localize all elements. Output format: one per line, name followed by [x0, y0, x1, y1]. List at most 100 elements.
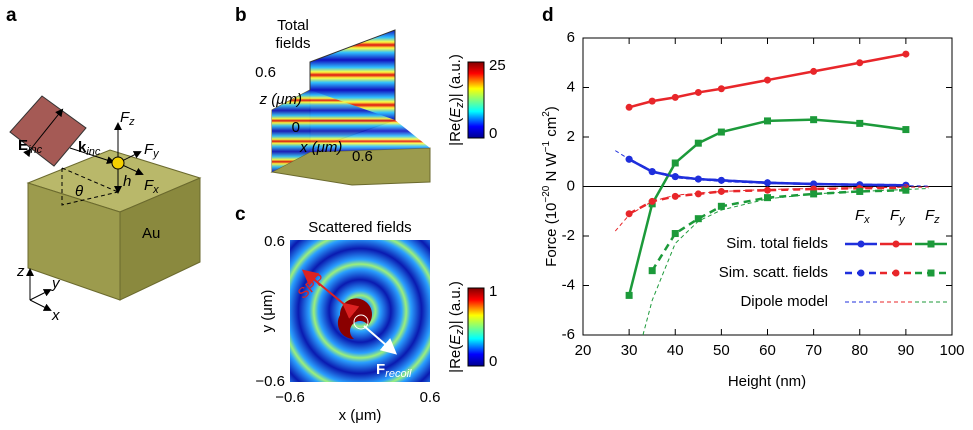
marker	[648, 267, 656, 275]
marker	[694, 190, 702, 198]
tick: 0.6	[255, 64, 276, 81]
legend-marker	[927, 240, 935, 248]
marker	[902, 186, 910, 194]
subscript: y	[152, 148, 160, 160]
label-part: −20	[541, 185, 552, 202]
label-part: Force (10	[543, 203, 560, 267]
label-part: )	[543, 106, 560, 111]
subscript-label: Einc	[18, 137, 43, 156]
marker	[694, 175, 702, 183]
axis-label: x (μm)	[339, 407, 382, 424]
panel-label: d	[542, 5, 554, 26]
au-side	[119, 177, 201, 301]
marker	[648, 97, 656, 105]
x-tick-label: 30	[621, 342, 638, 359]
marker	[694, 215, 702, 223]
title: Total	[277, 17, 309, 34]
label-part: −1	[541, 140, 552, 152]
subscript-label: Fz	[925, 207, 940, 226]
y-tick-label: -2	[562, 227, 575, 244]
axis-y-arrow	[29, 289, 52, 301]
tick: −0.6	[255, 373, 285, 390]
x-tick-label: 70	[805, 342, 822, 359]
x-tick-label: 40	[667, 342, 684, 359]
x-tick-label: 80	[851, 342, 868, 359]
panel-label: c	[235, 204, 246, 225]
colorbar-tick: 0	[489, 353, 497, 370]
colorbar-tick: 0	[489, 125, 497, 142]
subscript-label: Fy	[144, 141, 160, 160]
marker	[717, 202, 725, 210]
marker	[717, 176, 725, 184]
tick: 0	[292, 119, 300, 136]
subscript-label: Fz	[120, 109, 135, 128]
text-part: )| (a.u.)	[447, 54, 464, 102]
marker	[625, 291, 633, 299]
x-tick-label: 20	[575, 342, 592, 359]
symbol: F	[120, 109, 130, 126]
subscript: z	[454, 102, 466, 109]
subscript: inc	[86, 146, 101, 158]
marker	[671, 159, 679, 167]
y-tick-label: 6	[567, 29, 575, 46]
legend-marker	[892, 269, 900, 277]
colorbar-tick: 1	[489, 283, 497, 300]
title: Scattered fields	[308, 219, 411, 236]
subscript: recoil	[385, 368, 412, 380]
marker	[671, 173, 679, 181]
marker	[717, 128, 725, 136]
y-tick-label: 4	[567, 78, 575, 95]
marker	[902, 126, 910, 134]
colorbar	[467, 61, 485, 139]
axis-x: x	[51, 307, 60, 324]
tick: 0.6	[264, 233, 285, 250]
particle	[353, 314, 369, 330]
marker	[717, 85, 725, 93]
marker	[856, 59, 864, 67]
y-tick-label: -6	[562, 326, 575, 343]
series-line	[651, 188, 906, 272]
axis-z: z	[16, 263, 25, 280]
marker	[671, 192, 679, 200]
subscript: z	[454, 329, 466, 336]
symbol: E	[447, 107, 464, 118]
marker	[694, 139, 702, 147]
y-axis-label: Force (10−20 N W−1 cm2)	[541, 106, 560, 267]
symbol: F	[144, 177, 154, 194]
series-line	[615, 150, 929, 187]
y-tick-label: -4	[562, 276, 575, 293]
tick: −0.6	[275, 389, 305, 406]
marker	[671, 93, 679, 101]
subscript-label: |Re(Ez)| (a.u.)	[447, 54, 466, 146]
subscript: y	[898, 214, 906, 226]
symbol: F	[855, 207, 865, 224]
plot-area	[614, 50, 929, 335]
marker	[764, 76, 771, 84]
legend-marker	[927, 269, 935, 277]
subscript: z	[128, 116, 135, 128]
title: fields	[275, 35, 310, 52]
x-tick-label: 50	[713, 342, 730, 359]
axis-y: y	[51, 275, 61, 292]
recoil-arrow	[363, 325, 398, 355]
text-part: |Re(	[447, 118, 464, 146]
axis-label: y (μm)	[259, 290, 276, 333]
subscript-label: Fy	[890, 207, 906, 226]
axis-label: z (μm)	[259, 91, 302, 108]
text-part: )| (a.u.)	[447, 281, 464, 329]
symbol: F	[890, 207, 900, 224]
tick: 0.6	[420, 389, 441, 406]
marker	[902, 50, 910, 58]
material: Au	[142, 225, 160, 242]
tick: 0.6	[352, 148, 373, 165]
axis-x-arrow	[29, 299, 52, 311]
text-part: |Re(	[447, 345, 464, 373]
series-line	[614, 186, 929, 232]
legend-label: Sim. total fields	[726, 235, 828, 252]
x-axis-label: Height (nm)	[728, 373, 806, 390]
subscript: z	[933, 214, 940, 226]
legend-label: Dipole model	[740, 293, 828, 310]
subscript-label: |Re(Ez)| (a.u.)	[447, 281, 466, 373]
box-front	[270, 147, 431, 186]
